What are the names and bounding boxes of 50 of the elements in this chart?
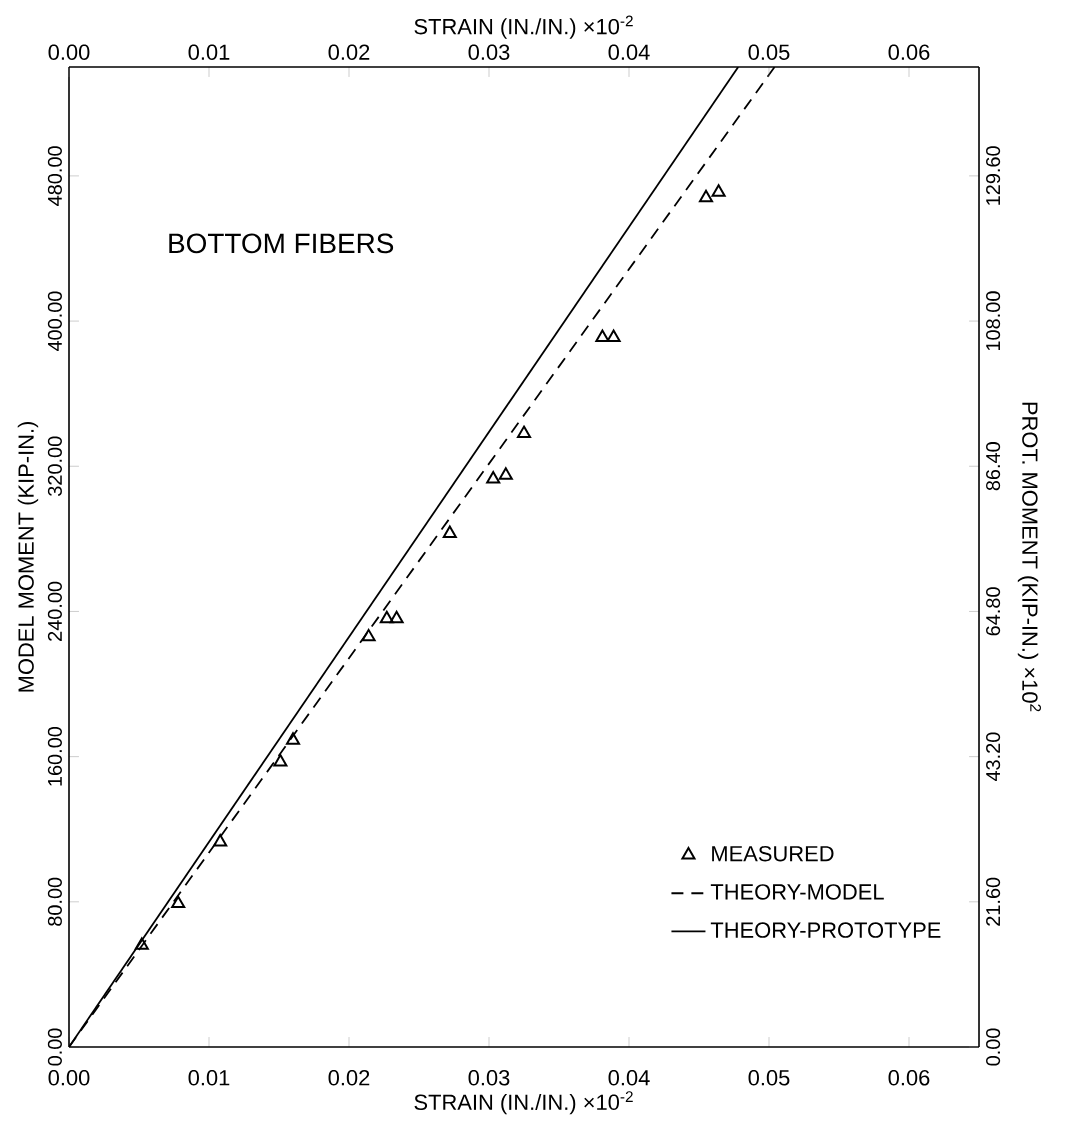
y2-tick-label: 129.60: [986, 146, 1001, 205]
y2-tick-label: 108.00: [986, 291, 1001, 350]
x2-tick-label: 0.03: [468, 1070, 510, 1086]
y2-tick-label: 43.20: [986, 732, 1001, 782]
y-tick-label: 480.00: [47, 146, 62, 206]
point: [213, 833, 228, 847]
annotation: BOTTOM FIBERS: [169, 233, 394, 254]
point: [711, 184, 726, 197]
point: [698, 189, 714, 203]
y2-tick-label: 64.80: [986, 587, 1001, 636]
point: [516, 425, 532, 439]
x2-tick-label: 0.02: [328, 1070, 370, 1086]
legend-label: MEASURED: [712, 845, 834, 862]
y2-tick-label: 21.60: [986, 877, 1001, 926]
x2-axis-title: STRAIN (IN./IN.) ×10$^{-2}$: [414, 15, 633, 39]
point: [379, 610, 394, 624]
point: [273, 754, 288, 767]
x-tick-label: 0.03: [468, 44, 510, 60]
legend-label: THEORY-MODEL: [710, 884, 884, 900]
point: [486, 470, 501, 484]
y-tick-label: 240.00: [47, 581, 62, 641]
y2-axis-title: PROT. MOMENT (KIP-IN.) ×10$^{2}$: [1017, 402, 1041, 712]
point: [595, 329, 610, 342]
point: [442, 525, 457, 538]
point: [498, 467, 513, 480]
x-tick-label: 0.02: [328, 44, 370, 60]
x-tick-label: 0.05: [748, 44, 790, 60]
point: [389, 610, 404, 624]
point: [361, 628, 376, 642]
x2-tick-label: 0.04: [608, 1070, 650, 1086]
y-tick-label: 320.00: [47, 436, 62, 496]
x-axis-title: STRAIN (IN./IN.) ×10$^{-2}$: [414, 1091, 633, 1115]
y-tick-label: 80.00: [47, 877, 62, 926]
x2-tick-label: 0.01: [188, 1070, 230, 1086]
point: [134, 937, 149, 950]
y-tick-label: 160.00: [47, 726, 62, 786]
y-tick-label: 0.00: [47, 1028, 62, 1066]
legend-label: THEORY-PROTOTYPE: [710, 922, 941, 938]
point: [285, 732, 301, 745]
x-tick-label: 0.06: [888, 44, 930, 60]
y2-tick-label: 86.40: [986, 442, 1001, 491]
x-tick-label: 0.01: [188, 44, 230, 60]
y-tick-label: 400.00: [47, 291, 62, 352]
x2-tick-label: 0.06: [888, 1070, 930, 1086]
x2-tick-label: 0.05: [748, 1070, 790, 1086]
x-tick-label: 0.04: [608, 44, 650, 60]
point: [606, 329, 621, 342]
y2-tick-label: 0.00: [986, 1028, 1001, 1066]
y-axis-title: MODEL MOMENT (KIP-IN.): [17, 422, 39, 692]
point: [171, 895, 186, 909]
